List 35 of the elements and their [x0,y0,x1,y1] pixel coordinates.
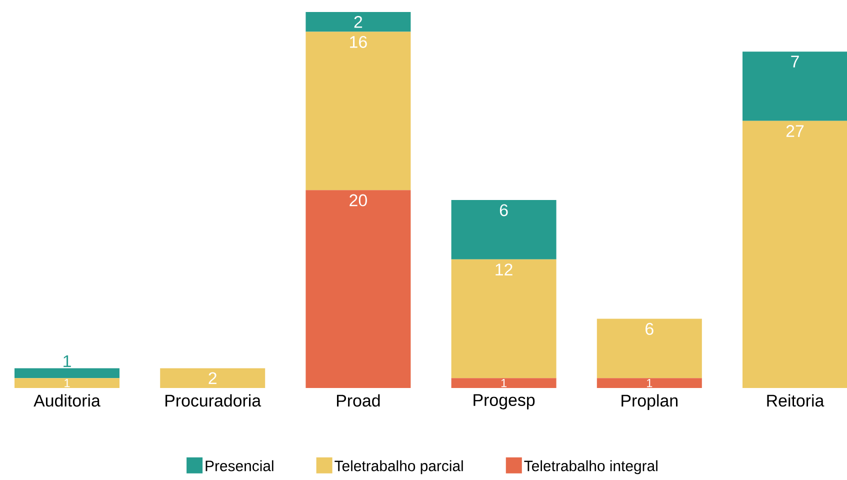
bar [451,200,556,260]
x-tick-label: Proplan [622,394,678,410]
bar [306,12,411,32]
bar [742,120,847,388]
data-label: 1 [64,355,71,368]
bar [306,190,411,388]
data-label: 6 [500,204,508,216]
x-tick-label: Proad [336,394,380,407]
data-label: 7 [791,56,799,68]
x-tick-label: Auditoria [34,394,100,407]
data-label: 16 [350,36,367,48]
data-label: 12 [496,264,512,276]
data-label: 27 [786,125,804,137]
data-label: 1 [64,378,70,388]
legend-label: Presencial [206,460,274,472]
legend-label: Teletrabalho parcial [334,460,463,474]
data-label: 2 [354,16,362,28]
bar [596,318,702,378]
data-label: 1 [501,378,507,388]
data-label: 6 [646,322,654,335]
bar [451,259,556,378]
data-label: 1 [647,378,652,388]
x-tick-label: Reitoria [767,394,824,407]
bar [742,52,847,121]
bar [306,32,411,190]
data-label: 20 [350,194,367,206]
bar [451,378,556,388]
legend-label: Teletrabalho integral [524,460,658,474]
bar [14,378,120,388]
x-tick-label: Progesp [474,394,535,410]
x-tick-label: Procuradoria [166,394,262,407]
bar [160,368,266,388]
bar [596,378,702,388]
bar [14,368,120,378]
data-label: 2 [208,372,216,384]
